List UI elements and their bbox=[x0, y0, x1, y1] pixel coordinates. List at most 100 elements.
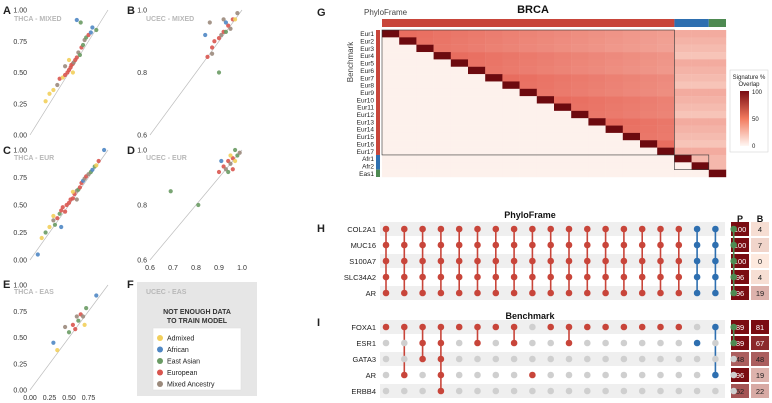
y-tick-label: 1.0 bbox=[137, 148, 147, 155]
heatmap-cell bbox=[536, 66, 555, 75]
heatmap-cell bbox=[519, 110, 537, 119]
scatter-point bbox=[223, 29, 228, 34]
heatmap-cell bbox=[485, 169, 503, 178]
scatter-3: 0.6 0.8 1.0 0.6 0.7 0.8 0.9 1.0 bbox=[137, 148, 247, 273]
upset-dot bbox=[730, 371, 737, 379]
panel-letter-F: F bbox=[127, 279, 134, 291]
heatmap-cell bbox=[433, 59, 451, 67]
upset-dot bbox=[437, 225, 445, 233]
heatmap-cell bbox=[416, 162, 434, 170]
upset-dot bbox=[565, 339, 573, 347]
x-tick-label: 0.50 bbox=[62, 395, 76, 402]
scatter-point bbox=[226, 23, 231, 28]
upset-dot bbox=[474, 257, 481, 265]
upset-dot bbox=[382, 323, 390, 331]
heatmap-cell bbox=[416, 147, 434, 156]
upset-dot bbox=[638, 339, 646, 347]
heatmap-cell bbox=[571, 96, 589, 104]
heatmap-cell bbox=[605, 110, 623, 119]
upset-dot bbox=[401, 371, 408, 379]
upset-dot bbox=[529, 355, 536, 363]
scatter-point bbox=[78, 20, 83, 25]
heatmap-cell bbox=[502, 52, 520, 60]
upset-dot bbox=[712, 257, 719, 265]
scatter-point bbox=[228, 153, 233, 158]
heatmap-cell bbox=[588, 81, 606, 89]
heatmap-cell bbox=[674, 118, 692, 126]
upset-dot bbox=[437, 257, 445, 265]
upset-dot bbox=[382, 273, 390, 281]
heatmap-cell bbox=[571, 118, 589, 126]
heatmap-cell bbox=[502, 74, 520, 82]
scatter-point bbox=[230, 156, 235, 161]
upset-dot bbox=[419, 339, 426, 347]
heatmap-cell bbox=[554, 125, 572, 134]
x-tick-label: 0.7 bbox=[168, 265, 178, 272]
upset-dot bbox=[419, 273, 426, 281]
heatmap-cell bbox=[416, 74, 434, 82]
heatmap-row-label: Afr2 bbox=[362, 163, 374, 170]
heatmap-cell bbox=[536, 81, 555, 89]
heatmap-cell bbox=[399, 30, 417, 38]
upset-dot bbox=[565, 355, 573, 363]
heatmap-cell bbox=[485, 132, 503, 141]
upset-dot bbox=[529, 387, 536, 395]
heatmap-cell bbox=[674, 37, 692, 45]
upset-dot bbox=[437, 241, 445, 249]
heatmap-cell bbox=[536, 140, 555, 148]
upset-dot bbox=[675, 387, 683, 395]
heatmap-cell bbox=[640, 37, 658, 45]
heatmap-cell bbox=[433, 52, 451, 60]
afr-block-outline bbox=[674, 154, 710, 170]
upset-dot bbox=[584, 289, 591, 297]
legend-label-2: East Asian bbox=[167, 359, 200, 366]
p-cell bbox=[731, 270, 749, 284]
heatmap-cell bbox=[708, 147, 727, 156]
scatter-point bbox=[210, 45, 215, 50]
heatmap-cell bbox=[536, 147, 555, 156]
b-cell bbox=[751, 336, 769, 350]
heatmap-cell bbox=[657, 30, 675, 38]
scatter-point bbox=[63, 209, 68, 214]
upset-dot bbox=[474, 289, 481, 297]
heatmap-cell bbox=[450, 125, 469, 134]
heatmap-cell bbox=[433, 132, 451, 141]
heatmap-cell bbox=[622, 44, 641, 53]
upset-dot bbox=[382, 339, 390, 347]
heatmap-cell bbox=[674, 132, 692, 141]
heatmap-cell bbox=[450, 154, 469, 163]
heatmap-cell bbox=[468, 154, 486, 163]
heatmap-row-label: Eur14 bbox=[357, 127, 375, 134]
scatter-point bbox=[66, 330, 72, 335]
heatmap-cell bbox=[640, 125, 658, 134]
heatmap-cell bbox=[622, 52, 641, 60]
heatmap-cell bbox=[622, 154, 641, 163]
heatmap-cell bbox=[622, 96, 641, 104]
scatter-point bbox=[59, 224, 64, 230]
heatmap-cell bbox=[485, 162, 503, 170]
heatmap-cell bbox=[382, 140, 400, 148]
upset-dot bbox=[657, 289, 664, 297]
scatter-point bbox=[196, 202, 201, 208]
heatmap-cell bbox=[691, 59, 709, 67]
upset-dot bbox=[510, 355, 518, 363]
upset-dot bbox=[437, 323, 445, 331]
scatter-point bbox=[70, 189, 75, 194]
scatter-point bbox=[228, 161, 233, 166]
panel-letter-A: A bbox=[3, 5, 11, 17]
upset-gene-label: SLC34A2 bbox=[344, 273, 376, 282]
scatter-point bbox=[233, 158, 238, 164]
heatmap-cell bbox=[640, 66, 658, 75]
heatmap-cell bbox=[468, 66, 486, 75]
heatmap-cell bbox=[502, 154, 520, 163]
heatmap-cell bbox=[708, 88, 727, 97]
y-tick-label: 0.25 bbox=[13, 101, 27, 108]
upset-dot bbox=[712, 371, 719, 379]
heatmap-cell bbox=[571, 44, 589, 53]
scatter-point bbox=[94, 27, 99, 33]
y-tick-label: 0.00 bbox=[13, 133, 27, 140]
heatmap-cell bbox=[502, 125, 520, 134]
upset-dot bbox=[547, 323, 554, 331]
heatmap-cell bbox=[640, 147, 658, 156]
b-value: 19 bbox=[756, 289, 764, 298]
